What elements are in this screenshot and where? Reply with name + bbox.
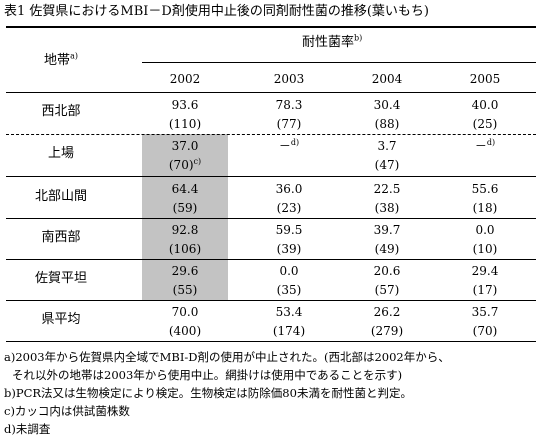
rule-year-group: [142, 62, 536, 63]
rate-cell: 36.0: [275, 182, 303, 196]
count-cell: (10): [472, 242, 498, 256]
count-cell: (25): [472, 117, 498, 131]
rate-cell: 53.4: [275, 305, 303, 319]
rate-cell: 37.0: [171, 139, 199, 153]
rule-bottom: [6, 341, 536, 342]
rate-cell: 0.0: [279, 264, 299, 278]
rate-cell: 3.7: [377, 139, 397, 153]
count-cell: (35): [276, 283, 302, 297]
rate-cell: 20.6: [373, 264, 401, 278]
footnote: a)2003年から佐賀県内全域でMBI-D剤の使用が中止された。(西北部は200…: [4, 350, 450, 364]
footnote: b)PCR法又は生物検定により検定。生物検定は防除価80未満を耐性菌と判定。: [4, 386, 412, 400]
count-cell: (39): [276, 242, 302, 256]
footnotes: a)2003年から佐賀県内全域でMBI-D剤の使用が中止された。(西北部は200…: [4, 348, 450, 438]
data-table: 地帯a) 耐性菌率b) 2002 2003 2004 2005 西北部 93.6…: [6, 26, 536, 342]
rate-cell: 40.0: [471, 98, 499, 112]
region-name: 県平均: [41, 312, 81, 327]
year-2004: 2004: [371, 72, 403, 86]
region-name: 西北部: [41, 104, 81, 119]
region-name: 南西部: [41, 230, 81, 245]
count-cell: (23): [276, 201, 302, 215]
rate-cell: －d): [278, 138, 300, 154]
region-name: 北部山間: [34, 189, 87, 204]
count-cell: (88): [374, 117, 400, 131]
year-2005: 2005: [469, 72, 501, 86]
table-title: 表1 佐賀県におけるMBI－D剤使用中止後の同剤耐性菌の推移(葉いもち): [4, 4, 429, 19]
rate-cell: 29.4: [471, 264, 499, 278]
rate-cell: 35.7: [471, 305, 499, 319]
rate-cell: 70.0: [171, 305, 199, 319]
rule-row-4: [6, 259, 536, 260]
footnote: それ以外の地帯は2003年から使用中止。網掛けは使用中であることを示す): [12, 368, 403, 382]
count-cell: (110): [168, 117, 202, 131]
rate-cell: 26.2: [373, 305, 401, 319]
count-cell: (279): [370, 324, 404, 338]
rule-row-5: [6, 300, 536, 301]
count-cell: (18): [472, 201, 498, 215]
region-name: 上場: [47, 146, 74, 161]
count-cell: (49): [374, 242, 400, 256]
region-header: 地帯a): [44, 51, 78, 68]
count-cell: (57): [374, 283, 400, 297]
rate-cell: 92.8: [171, 223, 199, 237]
rate-cell: －d): [474, 138, 496, 154]
rate-group-header: 耐性菌率b): [302, 33, 363, 50]
count-cell: (400): [168, 324, 202, 338]
rate-cell: 59.5: [275, 223, 303, 237]
shade-in-use: [142, 134, 228, 300]
rule-top: [6, 26, 536, 28]
count-cell: (77): [276, 117, 302, 131]
rate-cell: 0.0: [475, 223, 495, 237]
count-cell: (55): [172, 283, 198, 297]
rate-cell: 55.6: [471, 182, 499, 196]
count-cell: (38): [374, 201, 400, 215]
count-cell: (174): [272, 324, 306, 338]
rate-cell: 93.6: [171, 98, 199, 112]
count-cell: (106): [168, 242, 202, 256]
count-cell: (17): [472, 283, 498, 297]
footnote: c)カッコ内は供試菌株数: [4, 404, 130, 418]
count-cell: (47): [374, 158, 400, 172]
count-cell: (59): [172, 201, 198, 215]
footnote: d)未調査: [4, 422, 51, 436]
year-2003: 2003: [273, 72, 305, 86]
rate-cell: 30.4: [373, 98, 401, 112]
year-2002: 2002: [169, 72, 201, 86]
rate-cell: 78.3: [275, 98, 303, 112]
rule-header-bottom: [6, 92, 536, 93]
count-cell: (70): [472, 324, 498, 338]
rule-row-3: [6, 218, 536, 219]
rate-cell: 22.5: [373, 182, 401, 196]
count-cell: (70)c): [168, 157, 202, 173]
rate-cell: 29.6: [171, 264, 199, 278]
rate-cell: 64.4: [171, 182, 199, 196]
rule-dashed: [6, 134, 536, 135]
rate-cell: 39.7: [373, 223, 401, 237]
region-name: 佐賀平坦: [34, 271, 87, 286]
rule-row-2: [6, 176, 536, 177]
